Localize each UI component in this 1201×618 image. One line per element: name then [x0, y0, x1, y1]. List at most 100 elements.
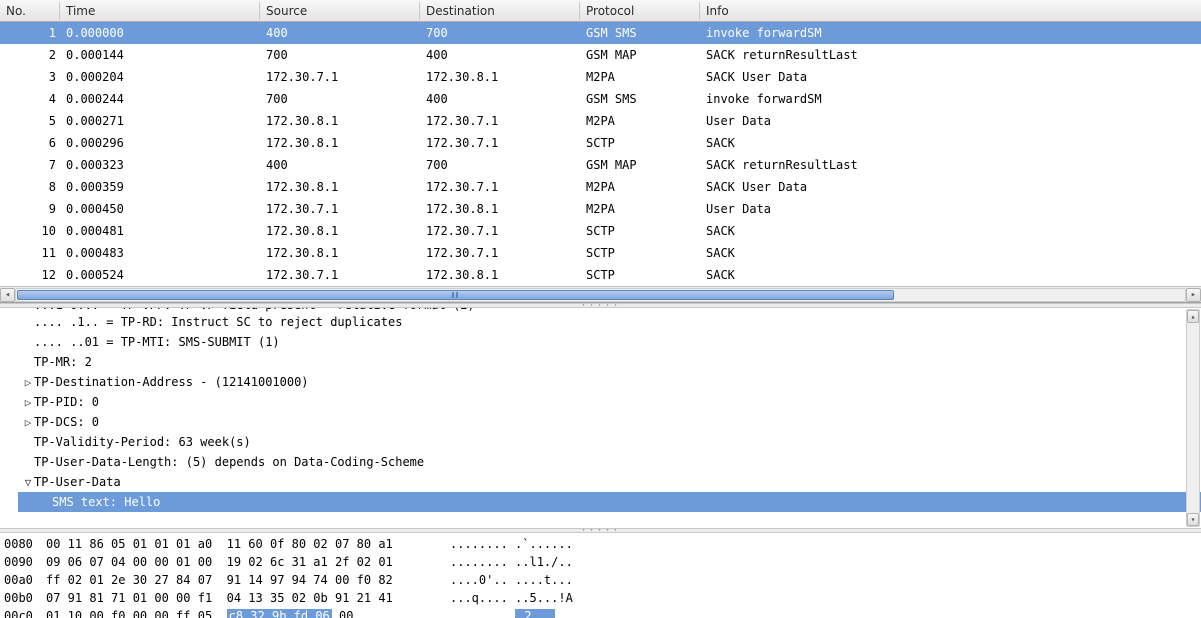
tree-item[interactable]: TP-MR: 2 — [18, 352, 1201, 372]
tree-expand-icon[interactable] — [22, 416, 34, 429]
packet-cell: 0.000271 — [60, 112, 260, 130]
hscroll-thumb[interactable] — [17, 290, 894, 300]
packet-row[interactable]: 10.000000400700GSM SMSinvoke forwardSM — [0, 22, 1201, 44]
col-header-time[interactable]: Time — [60, 2, 260, 20]
packet-cell: SCTP — [580, 134, 700, 152]
packet-cell: 0.000244 — [60, 90, 260, 108]
packet-cell: 400 — [260, 156, 420, 174]
packet-row[interactable]: 30.000204172.30.7.1172.30.8.1M2PASACK Us… — [0, 66, 1201, 88]
tree-expand-icon[interactable] — [22, 376, 34, 389]
packet-row[interactable]: 70.000323400700GSM MAPSACK returnResultL… — [0, 154, 1201, 176]
scroll-up-button[interactable]: ▴ — [1187, 310, 1199, 323]
packet-cell: M2PA — [580, 200, 700, 218]
packet-row[interactable]: 50.000271172.30.8.1172.30.7.1M2PAUser Da… — [0, 110, 1201, 132]
packet-cell: 172.30.8.1 — [260, 222, 420, 240]
packet-cell: 172.30.7.1 — [420, 112, 580, 130]
tree-item[interactable]: TP-User-Data — [18, 472, 1201, 492]
protocol-tree-panel[interactable]: ...1 0... = TP-VPF: TP-VP field present … — [0, 308, 1201, 528]
scroll-right-button[interactable]: ▸ — [1186, 288, 1201, 302]
packet-cell: GSM SMS — [580, 24, 700, 42]
hex-ascii: ........ .2.... — [450, 609, 670, 618]
packet-cell: SACK returnResultLast — [700, 46, 1201, 64]
tree-item-label: TP-Destination-Address - (12141001000) — [34, 375, 309, 389]
hex-line[interactable]: 0080 00 11 86 05 01 01 01 a0 11 60 0f 80… — [4, 535, 1201, 553]
packet-cell: 0.000524 — [60, 266, 260, 284]
hex-line[interactable]: 00b0 07 91 81 71 01 00 00 f1 04 13 35 02… — [4, 589, 1201, 607]
packet-cell: 700 — [420, 24, 580, 42]
packet-cell: 6 — [0, 134, 60, 152]
tree-item[interactable]: TP-DCS: 0 — [18, 412, 1201, 432]
tree-item[interactable]: .... ..01 = TP-MTI: SMS-SUBMIT (1) — [18, 332, 1201, 352]
tree-expand-icon[interactable] — [22, 396, 34, 409]
packet-cell: 0.000000 — [60, 24, 260, 42]
packet-list-header: No. Time Source Destination Protocol Inf… — [0, 0, 1201, 22]
hex-dump-panel[interactable]: 0080 00 11 86 05 01 01 01 a0 11 60 0f 80… — [0, 533, 1201, 618]
packet-cell: 172.30.8.1 — [260, 134, 420, 152]
hex-ascii: ...q.... ..5...!A — [450, 591, 670, 605]
packet-list-panel: No. Time Source Destination Protocol Inf… — [0, 0, 1201, 303]
col-header-info[interactable]: Info — [700, 2, 1201, 20]
packet-cell: 172.30.8.1 — [420, 266, 580, 284]
col-header-destination[interactable]: Destination — [420, 2, 580, 20]
tree-item-label: .... .1.. = TP-RD: Instruct SC to reject… — [34, 315, 402, 329]
packet-cell: 172.30.8.1 — [260, 112, 420, 130]
packet-row[interactable]: 110.000483172.30.8.1172.30.7.1SCTPSACK — [0, 242, 1201, 264]
packet-cell: 172.30.7.1 — [420, 178, 580, 196]
packet-cell: GSM SMS — [580, 90, 700, 108]
packet-row[interactable]: 40.000244700400GSM SMSinvoke forwardSM — [0, 88, 1201, 110]
scroll-left-button[interactable]: ◂ — [0, 288, 15, 302]
packet-row[interactable]: 80.000359172.30.8.1172.30.7.1M2PASACK Us… — [0, 176, 1201, 198]
hscroll-track[interactable] — [15, 288, 1186, 302]
packet-cell: M2PA — [580, 68, 700, 86]
hex-line[interactable]: 00a0 ff 02 01 2e 30 27 84 07 91 14 97 94… — [4, 571, 1201, 589]
scroll-down-button[interactable]: ▾ — [1187, 513, 1199, 526]
tree-expand-icon[interactable] — [22, 476, 34, 489]
packet-cell: SACK — [700, 266, 1201, 284]
col-header-no[interactable]: No. — [0, 2, 60, 20]
packet-cell: 700 — [260, 46, 420, 64]
packet-list-body[interactable]: 10.000000400700GSM SMSinvoke forwardSM20… — [0, 22, 1201, 286]
packet-cell: SACK — [700, 222, 1201, 240]
hex-offset: 00c0 — [4, 609, 46, 618]
hex-line[interactable]: 0090 09 06 07 04 00 00 01 00 19 02 6c 31… — [4, 553, 1201, 571]
hex-line[interactable]: 00c0 01 10 00 f0 00 00 ff 05 c8 32 9b fd… — [4, 607, 1201, 618]
packet-row[interactable]: 20.000144700400GSM MAPSACK returnResultL… — [0, 44, 1201, 66]
tree-item[interactable]: TP-Destination-Address - (12141001000) — [18, 372, 1201, 392]
tree-item[interactable]: TP-PID: 0 — [18, 392, 1201, 412]
packet-row[interactable]: 60.000296172.30.8.1172.30.7.1SCTPSACK — [0, 132, 1201, 154]
tree-item-label: ...1 0... = TP-VPF: TP-VP field present … — [34, 308, 475, 312]
packet-row[interactable]: 120.000524172.30.7.1172.30.8.1SCTPSACK — [0, 264, 1201, 286]
hex-bytes: 00 11 86 05 01 01 01 a0 11 60 0f 80 02 0… — [46, 537, 450, 551]
tree-item[interactable]: .... .1.. = TP-RD: Instruct SC to reject… — [18, 312, 1201, 332]
tree-item-label: TP-User-Data — [34, 475, 121, 489]
packet-cell: 700 — [260, 90, 420, 108]
packet-cell: 0.000450 — [60, 200, 260, 218]
packet-cell: 172.30.7.1 — [420, 134, 580, 152]
packet-cell: 172.30.7.1 — [420, 222, 580, 240]
tree-item-label: .... ..01 = TP-MTI: SMS-SUBMIT (1) — [34, 335, 280, 349]
col-header-protocol[interactable]: Protocol — [580, 2, 700, 20]
packet-cell: 172.30.8.1 — [420, 68, 580, 86]
packet-row[interactable]: 100.000481172.30.8.1172.30.7.1SCTPSACK — [0, 220, 1201, 242]
hex-offset: 00a0 — [4, 573, 46, 587]
packet-cell: M2PA — [580, 178, 700, 196]
tree-item[interactable]: TP-User-Data-Length: (5) depends on Data… — [18, 452, 1201, 472]
tree-item-label: TP-MR: 2 — [34, 355, 92, 369]
tree-item[interactable]: SMS text: Hello — [18, 492, 1201, 512]
packet-cell: 0.000359 — [60, 178, 260, 196]
packet-cell: 4 — [0, 90, 60, 108]
tree-vscrollbar[interactable]: ▴ ▾ — [1186, 309, 1200, 527]
hex-offset: 00b0 — [4, 591, 46, 605]
hex-ascii: ....0'.. ....t... — [450, 573, 670, 587]
packet-cell: SCTP — [580, 266, 700, 284]
tree-item[interactable]: TP-Validity-Period: 63 week(s) — [18, 432, 1201, 452]
packet-row[interactable]: 90.000450172.30.7.1172.30.8.1M2PAUser Da… — [0, 198, 1201, 220]
packet-cell: 400 — [420, 46, 580, 64]
packet-cell: 172.30.7.1 — [260, 266, 420, 284]
packet-cell: M2PA — [580, 112, 700, 130]
packet-cell: User Data — [700, 200, 1201, 218]
packet-cell: invoke forwardSM — [700, 24, 1201, 42]
col-header-source[interactable]: Source — [260, 2, 420, 20]
packet-cell: 9 — [0, 200, 60, 218]
tree-item-label: TP-PID: 0 — [34, 395, 99, 409]
